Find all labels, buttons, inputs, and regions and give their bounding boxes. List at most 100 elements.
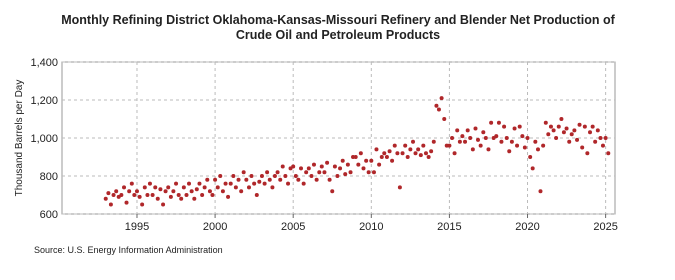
point xyxy=(325,160,330,165)
point xyxy=(520,134,525,139)
point xyxy=(478,143,483,148)
point xyxy=(215,185,220,190)
point xyxy=(364,158,369,163)
point xyxy=(296,177,301,182)
point xyxy=(377,162,382,167)
point xyxy=(397,185,402,190)
point xyxy=(455,128,460,133)
point xyxy=(114,189,119,194)
point xyxy=(502,124,507,129)
point xyxy=(147,181,152,186)
x-tick-label: 2000 xyxy=(203,221,227,233)
point xyxy=(361,166,366,171)
point xyxy=(231,174,236,178)
point xyxy=(103,196,108,201)
point xyxy=(166,185,171,190)
point xyxy=(239,189,244,194)
point xyxy=(340,158,345,163)
point xyxy=(272,174,277,178)
point xyxy=(153,185,158,190)
point xyxy=(486,147,491,152)
point xyxy=(134,189,139,194)
point xyxy=(246,185,251,190)
point xyxy=(569,132,574,137)
point xyxy=(233,185,238,190)
point xyxy=(595,128,600,133)
point xyxy=(418,153,423,158)
point xyxy=(421,143,426,148)
point xyxy=(473,126,478,131)
point xyxy=(161,202,166,207)
point xyxy=(244,177,249,182)
point xyxy=(395,151,400,156)
x-tick-label: 2010 xyxy=(359,221,383,233)
point xyxy=(528,155,533,159)
point xyxy=(176,193,181,197)
x-tick-label: 2015 xyxy=(437,221,461,233)
point xyxy=(299,166,304,171)
point xyxy=(220,189,225,194)
point xyxy=(293,174,298,178)
point xyxy=(483,136,488,140)
point xyxy=(228,181,233,186)
point xyxy=(317,170,322,175)
point xyxy=(127,189,132,194)
point xyxy=(319,164,324,169)
point xyxy=(171,189,176,194)
point xyxy=(265,170,270,175)
point xyxy=(413,151,418,156)
point xyxy=(447,143,452,148)
point xyxy=(252,181,257,186)
point xyxy=(254,193,259,197)
point xyxy=(499,139,504,144)
point xyxy=(194,187,199,192)
point xyxy=(301,181,306,186)
point xyxy=(314,177,319,182)
point xyxy=(382,151,387,156)
point xyxy=(259,174,264,178)
point xyxy=(590,124,595,129)
point xyxy=(106,191,111,196)
point xyxy=(335,174,340,178)
point xyxy=(593,139,598,144)
point xyxy=(533,139,538,144)
point xyxy=(181,185,186,190)
y-tick-label: 600 xyxy=(40,209,58,221)
point xyxy=(330,189,335,194)
point xyxy=(580,145,585,150)
point xyxy=(559,117,564,121)
y-tick-label: 1,000 xyxy=(30,133,58,145)
point xyxy=(606,151,611,156)
point xyxy=(366,170,371,175)
point xyxy=(405,155,410,159)
point xyxy=(582,124,587,129)
point xyxy=(119,193,124,197)
point xyxy=(577,122,582,127)
point xyxy=(429,149,434,154)
point xyxy=(426,155,431,159)
point xyxy=(270,185,275,190)
point xyxy=(345,162,350,167)
point xyxy=(575,137,580,142)
point xyxy=(275,170,280,175)
point xyxy=(189,189,194,194)
point xyxy=(213,177,218,182)
point xyxy=(184,193,189,197)
point xyxy=(384,155,389,159)
point xyxy=(585,151,590,156)
point xyxy=(343,172,348,177)
point xyxy=(392,143,397,148)
point xyxy=(168,194,173,199)
point xyxy=(475,137,480,142)
point xyxy=(163,189,168,194)
point xyxy=(249,174,254,178)
point xyxy=(548,124,553,129)
point xyxy=(108,202,113,207)
point xyxy=(436,107,441,112)
point xyxy=(561,130,566,135)
point xyxy=(236,177,241,182)
point xyxy=(122,185,127,190)
point xyxy=(556,124,561,129)
point xyxy=(525,136,530,140)
